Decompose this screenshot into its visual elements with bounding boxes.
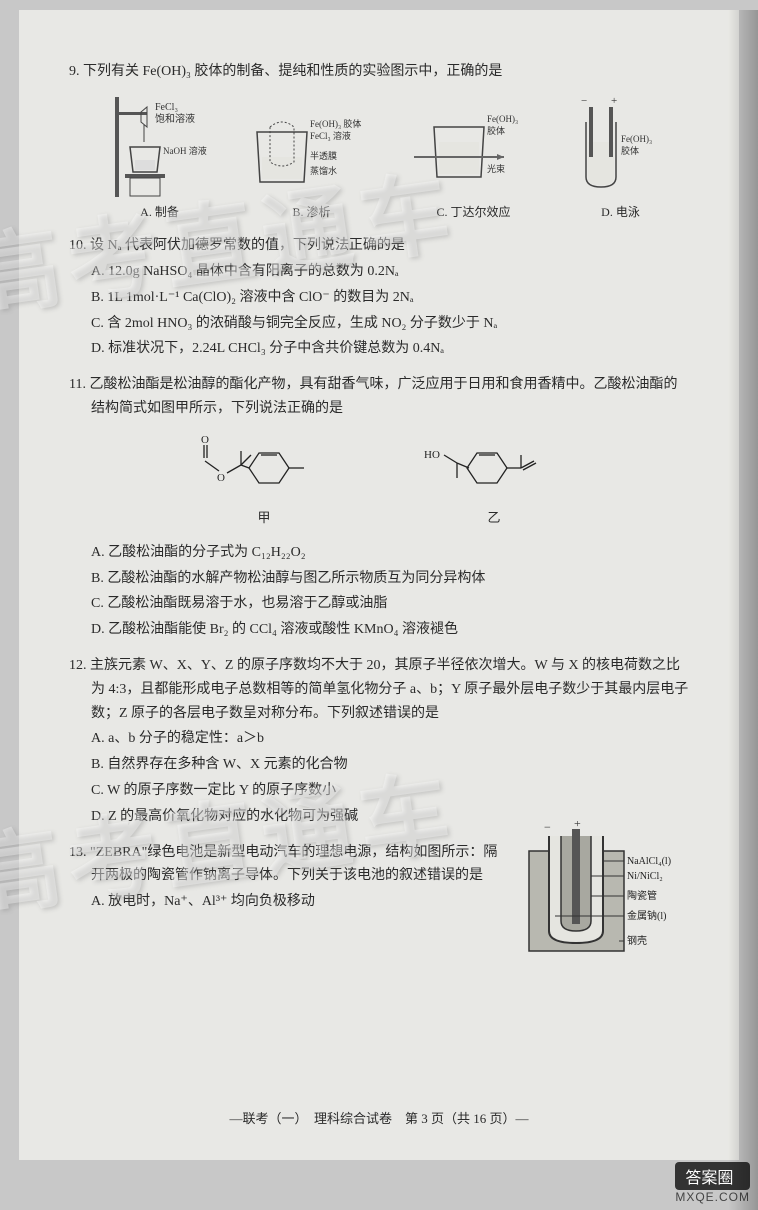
svg-text:Fe(OH)₃: Fe(OH)₃ [487, 114, 518, 124]
q11-opt-b: B. 乙酸松油酯的水解产物松油醇与图乙所示物质互为同分异构体 [91, 567, 689, 591]
q9-diagrams: FeCl₃ 饱和溶液 NaOH 溶液 A. 制备 Fe(OH)₃ 胶体 FeCl… [69, 92, 689, 222]
question-11: 11. 乙酸松油酯是松油醇的酯化产物，具有甜香气味，广泛应用于日用和食用香精中。… [69, 373, 689, 642]
question-10: 10. 设 Nₐ 代表阿伏加德罗常数的值，下列说法正确的是 A. 12.0g N… [69, 234, 689, 361]
q11-label-a: 甲 [257, 507, 270, 529]
q12-num: 12. [69, 658, 87, 673]
svg-text:FeCl₃: FeCl₃ [155, 102, 178, 113]
q10-num: 10. [69, 238, 87, 253]
apparatus-a-icon: FeCl₃ 饱和溶液 NaOH 溶液 [105, 92, 215, 202]
q13-opt-a: A. 放电时，Na⁺、Al³⁺ 均向负极移动 [91, 890, 509, 914]
svg-text:半透膜: 半透膜 [310, 150, 337, 161]
q10-opt-a: A. 12.0g NaHSO₄ 晶体中含有阳离子的总数为 0.2Nₐ [91, 260, 689, 284]
apparatus-b-icon: Fe(OH)₃ 胶体 FeCl₃ 溶液 半透膜 蒸馏水 [242, 92, 382, 202]
molecule-a-icon: O O [189, 433, 339, 503]
q11-num: 11. [69, 377, 86, 392]
q11-opt-a: A. 乙酸松油酯的分子式为 C₁₂H₂₂O₂ [91, 541, 689, 565]
svg-text:胶体: 胶体 [621, 145, 639, 156]
q13-body: "ZEBRA"绿色电池是新型电动汽车的理想电源，结构如图所示：隔开两极的陶瓷管作… [90, 845, 497, 884]
battery-l4: 金属钠(l) [627, 909, 666, 922]
q11-structures: O O 甲 HO [69, 433, 689, 529]
svg-text:O: O [217, 472, 225, 484]
battery-l5: 钢壳 [627, 934, 647, 947]
q9-diagram-d: − + Fe(OH)₃ 胶体 D. 电泳 [566, 92, 676, 222]
page-footer: —联考（一） 理科综合试卷 第 3 页（共 16 页）— [19, 1108, 739, 1130]
apparatus-d-icon: − + Fe(OH)₃ 胶体 [566, 92, 676, 202]
svg-text:Fe(OH)₃ 胶体: Fe(OH)₃ 胶体 [310, 118, 361, 129]
apparatus-c-icon: Fe(OH)₃ 胶体 光束 [409, 92, 539, 202]
svg-text:+: + [611, 95, 617, 107]
q11-label-b: 乙 [487, 507, 500, 529]
shadow-edge [728, 10, 758, 1210]
q10-body: 设 Nₐ 代表阿伏加德罗常数的值，下列说法正确的是 [90, 238, 405, 253]
q9-diagram-c: Fe(OH)₃ 胶体 光束 C. 丁达尔效应 [409, 92, 539, 222]
svg-text:饱和溶液: 饱和溶液 [155, 112, 195, 125]
battery-l3: 陶瓷管 [627, 889, 657, 902]
q10-opt-b: B. 1L 1mol·L⁻¹ Ca(ClO)₂ 溶液中含 ClO⁻ 的数目为 2… [91, 286, 689, 310]
svg-text:−: − [581, 95, 587, 107]
q11-opt-d: D. 乙酸松油酯能使 Br₂ 的 CCl₄ 溶液或酸性 KMnO₄ 溶液褪色 [91, 618, 689, 642]
q9-a-label: A. 制备 [140, 202, 179, 222]
q9-body: 下列有关 Fe(OH)₃ 胶体的制备、提纯和性质的实验图示中，正确的是 [83, 64, 502, 79]
q9-num: 9. [69, 64, 80, 79]
q11-struct-b: HO 乙 [419, 433, 569, 529]
svg-text:O: O [201, 434, 209, 446]
q10-options: A. 12.0g NaHSO₄ 晶体中含有阳离子的总数为 0.2Nₐ B. 1L… [69, 260, 689, 361]
svg-text:胶体: 胶体 [487, 125, 505, 136]
q11-text: 11. 乙酸松油酯是松油醇的酯化产物，具有甜香气味，广泛应用于日用和食用香精中。… [69, 373, 689, 421]
q10-text: 10. 设 Nₐ 代表阿伏加德罗常数的值，下列说法正确的是 [69, 234, 689, 258]
question-9: 9. 下列有关 Fe(OH)₃ 胶体的制备、提纯和性质的实验图示中，正确的是 F… [69, 60, 689, 222]
q13-num: 13. [69, 845, 87, 860]
svg-text:NaOH 溶液: NaOH 溶液 [163, 145, 207, 156]
q9-diagram-a: FeCl₃ 饱和溶液 NaOH 溶液 A. 制备 [105, 92, 215, 222]
question-12: 12. 主族元素 W、X、Y、Z 的原子序数均不大于 20，其原子半径依次增大。… [69, 654, 689, 829]
q13-options: A. 放电时，Na⁺、Al³⁺ 均向负极移动 [69, 890, 509, 914]
q12-text: 12. 主族元素 W、X、Y、Z 的原子序数均不大于 20，其原子半径依次增大。… [69, 654, 689, 725]
q12-body: 主族元素 W、X、Y、Z 的原子序数均不大于 20，其原子半径依次增大。W 与 … [90, 658, 688, 721]
q13-text: 13. "ZEBRA"绿色电池是新型电动汽车的理想电源，结构如图所示：隔开两极的… [69, 841, 509, 889]
q9-diagram-b: Fe(OH)₃ 胶体 FeCl₃ 溶液 半透膜 蒸馏水 B. 渗析 [242, 92, 382, 222]
q12-options: A. a、b 分子的稳定性：a＞b B. 自然界存在多种含 W、X 元素的化合物… [69, 727, 689, 828]
q13-battery-diagram: − + NaAlCl₄(l) Ni/NiCl₂ 陶瓷管 金属钠(l) 钢壳 [519, 821, 689, 970]
q12-opt-a: A. a、b 分子的稳定性：a＞b [91, 727, 689, 751]
svg-text:蒸馏水: 蒸馏水 [310, 165, 337, 176]
q9-text: 9. 下列有关 Fe(OH)₃ 胶体的制备、提纯和性质的实验图示中，正确的是 [69, 60, 689, 84]
svg-text:−: − [544, 821, 551, 834]
q9-c-label: C. 丁达尔效应 [436, 202, 510, 222]
q9-d-label: D. 电泳 [601, 202, 640, 222]
q11-opt-c: C. 乙酸松油酯既易溶于水，也易溶于乙醇或油脂 [91, 592, 689, 616]
molecule-b-icon: HO [419, 433, 569, 503]
exam-page: 9. 下列有关 Fe(OH)₃ 胶体的制备、提纯和性质的实验图示中，正确的是 F… [19, 10, 739, 1160]
q11-options: A. 乙酸松油酯的分子式为 C₁₂H₂₂O₂ B. 乙酸松油酯的水解产物松油醇与… [69, 541, 689, 642]
svg-text:Fe(OH)₃: Fe(OH)₃ [621, 134, 652, 144]
q9-b-label: B. 渗析 [292, 202, 330, 222]
svg-text:光束: 光束 [487, 163, 505, 174]
svg-text:HO: HO [424, 449, 440, 461]
question-13: 13. "ZEBRA"绿色电池是新型电动汽车的理想电源，结构如图所示：隔开两极的… [69, 841, 689, 970]
svg-text:+: + [574, 821, 581, 830]
battery-icon: − + NaAlCl₄(l) Ni/NiCl₂ 陶瓷管 金属钠(l) 钢壳 [519, 821, 689, 961]
q10-opt-d: D. 标准状况下，2.24L CHCl₃ 分子中含共价键总数为 0.4Nₐ [91, 337, 689, 361]
q12-opt-c: C. W 的原子序数一定比 Y 的原子序数小 [91, 779, 689, 803]
svg-text:FeCl₃ 溶液: FeCl₃ 溶液 [310, 130, 351, 141]
q12-opt-b: B. 自然界存在多种含 W、X 元素的化合物 [91, 753, 689, 777]
battery-l2: Ni/NiCl₂ [627, 871, 663, 882]
q11-struct-a: O O 甲 [189, 433, 339, 529]
battery-l1: NaAlCl₄(l) [627, 856, 671, 867]
q11-body: 乙酸松油酯是松油醇的酯化产物，具有甜香气味，广泛应用于日用和食用香精中。乙酸松油… [89, 377, 677, 416]
q10-opt-c: C. 含 2mol HNO₃ 的浓硝酸与铜完全反应，生成 NO₂ 分子数少于 N… [91, 312, 689, 336]
